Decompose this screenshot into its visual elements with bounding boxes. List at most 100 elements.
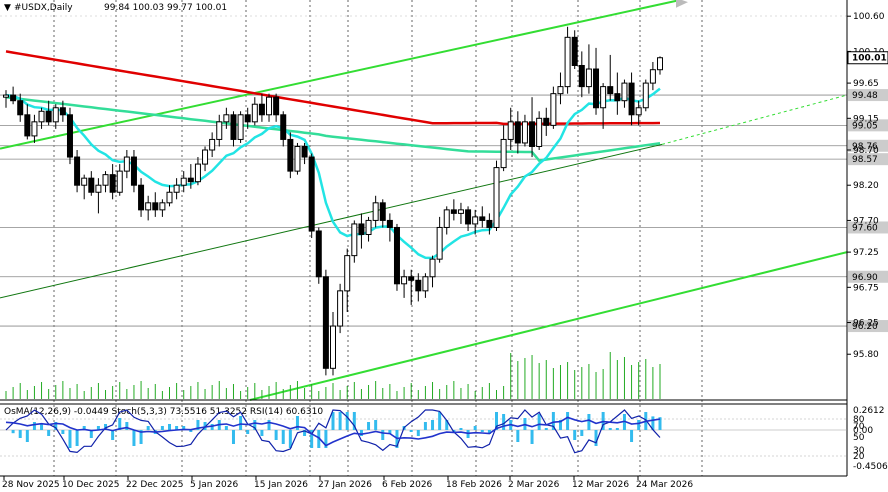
candle xyxy=(379,199,386,228)
price-tick-label: 97.25 xyxy=(853,248,879,258)
candle xyxy=(614,72,621,115)
candle xyxy=(393,223,400,291)
candle xyxy=(500,125,507,172)
candle xyxy=(17,93,24,122)
level-label: 99.05 xyxy=(852,121,878,131)
level-tag xyxy=(848,221,888,234)
candle-body xyxy=(138,184,145,211)
candle xyxy=(187,164,194,189)
candle-body xyxy=(301,145,308,158)
candle xyxy=(372,195,379,228)
candle xyxy=(102,171,109,193)
candle xyxy=(237,111,244,143)
candle-body xyxy=(59,107,66,116)
candle xyxy=(202,146,209,172)
candle xyxy=(621,79,628,108)
candle-body xyxy=(408,276,415,281)
volume-bars xyxy=(5,352,661,399)
price-tick-label: 95.80 xyxy=(853,350,879,360)
candle xyxy=(472,209,479,235)
candle-body xyxy=(216,121,223,140)
price-tick-label: 96.25 xyxy=(853,319,879,329)
candle-body xyxy=(322,276,329,369)
current-price-tag xyxy=(847,51,888,65)
candle xyxy=(130,150,137,193)
candle-body xyxy=(500,138,507,169)
candle xyxy=(266,93,273,122)
candle-body xyxy=(109,174,116,193)
candle xyxy=(386,213,393,242)
candle xyxy=(66,107,73,165)
osc-scale-label: 50 xyxy=(853,433,865,443)
candle xyxy=(244,107,251,129)
candle xyxy=(422,273,429,298)
level-label: 98.76 xyxy=(852,142,878,152)
candle xyxy=(138,178,145,217)
candle xyxy=(251,97,258,126)
osc-scale-label: 20 xyxy=(853,452,865,462)
date-label: 27 Jan 2026 xyxy=(318,480,372,490)
candle xyxy=(81,174,88,200)
candle-body xyxy=(429,258,436,278)
candle xyxy=(521,114,528,147)
channel-mid xyxy=(0,143,663,299)
candle-body xyxy=(230,114,237,140)
trend-channel-lines xyxy=(0,0,848,401)
price-tick-label: 97.70 xyxy=(853,216,879,226)
candle xyxy=(88,171,95,196)
osc-scale-label: 70 xyxy=(853,422,865,432)
candle-body xyxy=(436,226,443,260)
candle-body xyxy=(550,93,557,126)
candle xyxy=(216,114,223,147)
candle xyxy=(429,255,436,288)
osc-scale-label: -0.4506 xyxy=(853,462,888,472)
candle-body xyxy=(372,202,379,221)
candle-body xyxy=(223,114,230,123)
osc-scale-label: 80 xyxy=(853,415,865,425)
candle-body xyxy=(472,216,479,225)
candle xyxy=(145,195,152,221)
candle-body xyxy=(287,138,294,172)
candle-body xyxy=(187,177,194,183)
candle-body xyxy=(17,100,24,116)
candle xyxy=(457,202,464,224)
candle xyxy=(123,150,130,179)
candle-body xyxy=(116,170,123,193)
candle xyxy=(24,104,31,140)
candle xyxy=(607,54,614,101)
price-tick-label: 98.20 xyxy=(853,181,879,191)
date-label: 2 Mar 2026 xyxy=(508,480,560,490)
candle-body xyxy=(493,167,500,228)
candle-body xyxy=(258,103,265,116)
candle xyxy=(74,150,81,193)
candle xyxy=(493,160,500,231)
candle-body xyxy=(330,325,336,369)
candle-body xyxy=(614,93,621,102)
candle xyxy=(38,107,45,129)
candle xyxy=(3,90,9,108)
candle xyxy=(657,56,663,75)
candle xyxy=(585,44,592,94)
level-tag xyxy=(848,320,888,333)
candle xyxy=(194,157,201,186)
candle-body xyxy=(202,149,209,165)
candle xyxy=(180,171,187,193)
candle xyxy=(116,164,123,196)
candle-body xyxy=(465,209,472,225)
candle xyxy=(600,83,607,129)
candle xyxy=(152,192,159,217)
candle-body xyxy=(74,156,81,186)
candlesticks[interactable] xyxy=(3,26,663,376)
symbol-arrow-icon: ▼ xyxy=(4,3,11,13)
level-label: 96.90 xyxy=(852,273,878,283)
candle xyxy=(95,178,102,214)
candle xyxy=(465,206,472,231)
candle-body xyxy=(280,114,287,140)
candle-body xyxy=(536,117,543,147)
candle-body xyxy=(24,114,31,137)
candle-body xyxy=(166,191,173,204)
candle-body xyxy=(159,202,166,211)
date-label: 10 Dec 2025 xyxy=(62,480,120,490)
price-tick-label: 98.70 xyxy=(853,146,879,156)
